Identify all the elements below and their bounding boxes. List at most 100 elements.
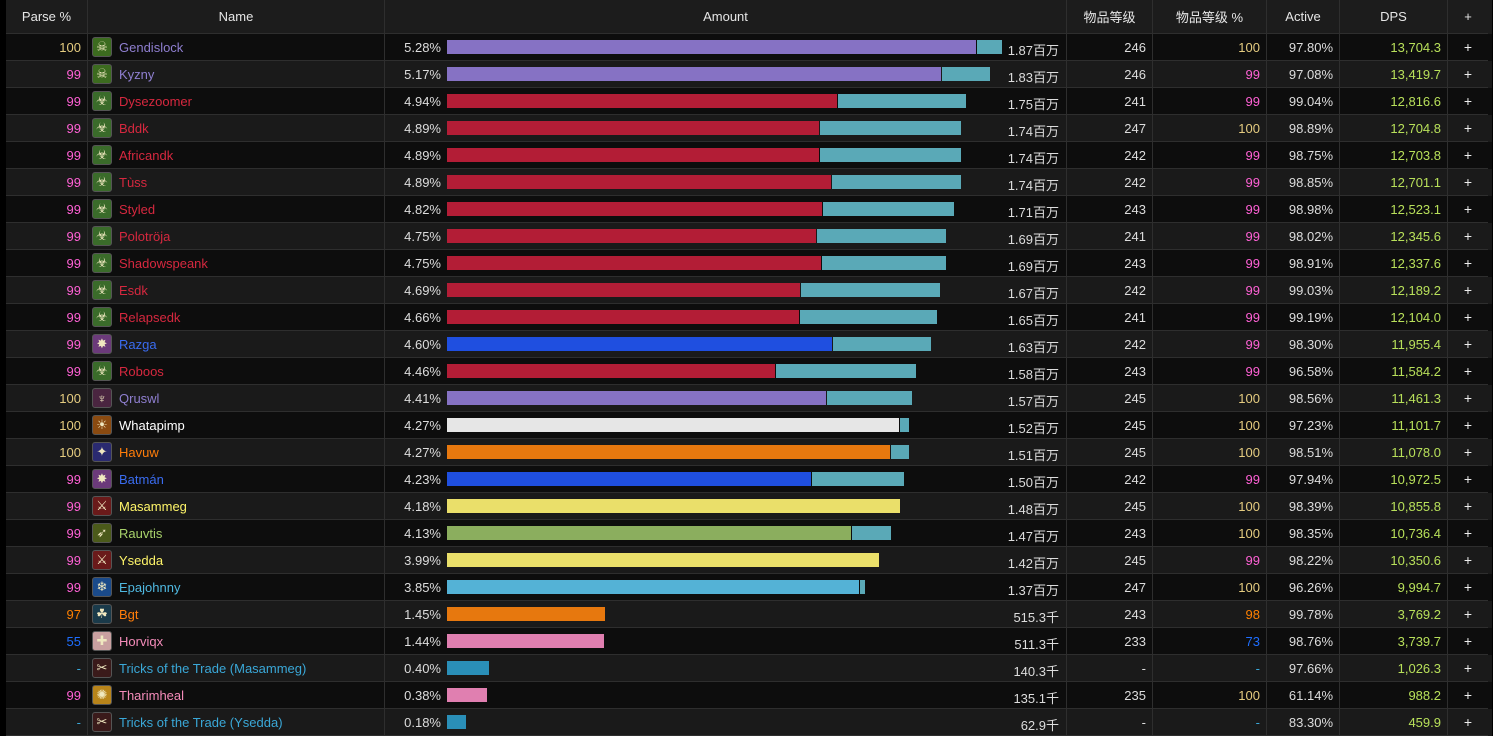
player-name[interactable]: Dysezoomer — [119, 93, 192, 109]
expand-row-button[interactable]: + — [1448, 493, 1488, 520]
table-row[interactable]: 99 ☣ Relapsedk 4.66% 1.65百万 241 99 99.19% 12,104… — [6, 304, 1492, 331]
expand-row-button[interactable]: + — [1448, 466, 1488, 493]
player-name[interactable]: Bddk — [119, 120, 149, 136]
expand-row-button[interactable]: + — [1448, 250, 1488, 277]
expand-row-button[interactable]: + — [1448, 547, 1488, 574]
header-expand-all[interactable]: + — [1448, 0, 1488, 34]
player-cell[interactable]: ☣ Styled — [88, 196, 385, 223]
player-cell[interactable]: ☣ Bddk — [88, 115, 385, 142]
player-cell[interactable]: ✦ Havuw — [88, 439, 385, 466]
player-name[interactable]: Epajohnny — [119, 579, 181, 595]
player-cell[interactable]: ♆ Qruswl — [88, 385, 385, 412]
table-row[interactable]: 100 ✦ Havuw 4.27% 1.51百万 245 100 98.51% 11,078.0… — [6, 439, 1492, 466]
player-cell[interactable]: ✸ Batmán — [88, 466, 385, 493]
table-row[interactable]: 99 ☣ Roboos 4.46% 1.58百万 243 99 96.58% 11,584.2 + — [6, 358, 1492, 385]
table-row[interactable]: 100 ☀ Whatapimp 4.27% 1.52百万 245 100 97.23% 11,1… — [6, 412, 1492, 439]
table-row[interactable]: 99 ✸ Batmán 4.23% 1.50百万 242 99 97.94% 10,972.5 + — [6, 466, 1492, 493]
table-row[interactable]: 99 ⚔ Ysedda 3.99% 1.42百万 245 99 98.22% 10,350.6 + — [6, 547, 1492, 574]
table-row[interactable]: 99 ☣ Shadowspeank 4.75% 1.69百万 243 99 98.91% 12,… — [6, 250, 1492, 277]
table-row[interactable]: 99 ✸ Razga 4.60% 1.63百万 242 99 98.30% 11,955.4 + — [6, 331, 1492, 358]
player-name[interactable]: Styled — [119, 201, 156, 217]
expand-row-button[interactable]: + — [1448, 385, 1488, 412]
table-row[interactable]: 100 ♆ Qruswl 4.41% 1.57百万 245 100 98.56% 11,461.… — [6, 385, 1492, 412]
player-cell[interactable]: ✂ Tricks of the Trade (Masammeg) — [88, 655, 385, 682]
table-row[interactable]: 99 ☣ Tùss 4.89% 1.74百万 242 99 98.85% 12,701.1 + — [6, 169, 1492, 196]
player-cell[interactable]: ☣ Polotröja — [88, 223, 385, 250]
player-name[interactable]: Ysedda — [119, 552, 164, 568]
table-row[interactable]: 99 ☣ Styled 4.82% 1.71百万 243 99 98.98% 12,523.1 + — [6, 196, 1492, 223]
player-cell[interactable]: ☣ Dysezoomer — [88, 88, 385, 115]
header-ilvl-pct[interactable]: 物品等级 % — [1153, 0, 1267, 34]
player-cell[interactable]: ✚ Horviqx — [88, 628, 385, 655]
player-cell[interactable]: ✂ Tricks of the Trade (Ysedda) — [88, 709, 385, 736]
header-dps[interactable]: DPS — [1340, 0, 1448, 34]
player-name[interactable]: Polotröja — [119, 228, 171, 244]
player-cell[interactable]: ✸ Razga — [88, 331, 385, 358]
player-name[interactable]: Tricks of the Trade (Masammeg) — [119, 660, 307, 676]
table-row[interactable]: 99 ☠ Kyzny 5.17% 1.83百万 246 99 97.08% 13,419.7 + — [6, 61, 1492, 88]
expand-row-button[interactable]: + — [1448, 709, 1488, 736]
expand-row-button[interactable]: + — [1448, 88, 1488, 115]
table-row[interactable]: 99 ☣ Bddk 4.89% 1.74百万 247 100 98.89% 12,704.8 + — [6, 115, 1492, 142]
table-row[interactable]: 55 ✚ Horviqx 1.44% 511.3千 233 73 98.76% 3,739.7 + — [6, 628, 1492, 655]
player-name[interactable]: Qruswl — [119, 390, 160, 406]
player-name[interactable]: Rauvtis — [119, 525, 163, 541]
table-row[interactable]: 100 ☠ Gendislock 5.28% 1.87百万 246 100 97.80% 13,… — [6, 34, 1492, 61]
player-cell[interactable]: ⚔ Ysedda — [88, 547, 385, 574]
expand-row-button[interactable]: + — [1448, 61, 1488, 88]
player-cell[interactable]: ⚔ Masammeg — [88, 493, 385, 520]
player-name[interactable]: Shadowspeank — [119, 255, 208, 271]
table-row[interactable]: - ✂ Tricks of the Trade (Ysedda) 0.18% 62.9千… — [6, 709, 1492, 736]
player-cell[interactable]: ☀ Whatapimp — [88, 412, 385, 439]
table-row[interactable]: 97 ☘ Bgt 1.45% 515.3千 243 98 99.78% 3,769.2 + — [6, 601, 1492, 628]
expand-row-button[interactable]: + — [1448, 277, 1488, 304]
player-name[interactable]: Kyzny — [119, 66, 155, 82]
expand-row-button[interactable]: + — [1448, 655, 1488, 682]
player-cell[interactable]: ☣ Shadowspeank — [88, 250, 385, 277]
header-amount[interactable]: Amount — [385, 0, 1067, 34]
expand-row-button[interactable]: + — [1448, 223, 1488, 250]
player-cell[interactable]: ☣ Africandk — [88, 142, 385, 169]
expand-row-button[interactable]: + — [1448, 601, 1488, 628]
player-cell[interactable]: ☣ Roboos — [88, 358, 385, 385]
table-row[interactable]: 99 ❄ Epajohnny 3.85% 1.37百万 247 100 96.26% 9,994… — [6, 574, 1492, 601]
table-row[interactable]: - ✂ Tricks of the Trade (Masammeg) 0.40% 140… — [6, 655, 1492, 682]
player-name[interactable]: Gendislock — [119, 39, 184, 55]
table-row[interactable]: 99 ➶ Rauvtis 4.13% 1.47百万 243 100 98.35% 10,736.… — [6, 520, 1492, 547]
player-cell[interactable]: ☣ Relapsedk — [88, 304, 385, 331]
player-cell[interactable]: ☠ Gendislock — [88, 34, 385, 61]
player-cell[interactable]: ☣ Esdk — [88, 277, 385, 304]
table-row[interactable]: 99 ⚔ Masammeg 4.18% 1.48百万 245 100 98.39% 10,855… — [6, 493, 1492, 520]
player-name[interactable]: Masammeg — [119, 498, 187, 514]
player-name[interactable]: Horviqx — [119, 633, 164, 649]
expand-row-button[interactable]: + — [1448, 331, 1488, 358]
player-cell[interactable]: ➶ Rauvtis — [88, 520, 385, 547]
header-ilvl[interactable]: 物品等级 — [1067, 0, 1153, 34]
expand-row-button[interactable]: + — [1448, 520, 1488, 547]
player-name[interactable]: Relapsedk — [119, 309, 181, 325]
player-cell[interactable]: ❄ Epajohnny — [88, 574, 385, 601]
player-name[interactable]: Africandk — [119, 147, 174, 163]
player-name[interactable]: Roboos — [119, 363, 164, 379]
table-row[interactable]: 99 ☣ Esdk 4.69% 1.67百万 242 99 99.03% 12,189.2 + — [6, 277, 1492, 304]
expand-row-button[interactable]: + — [1448, 412, 1488, 439]
player-name[interactable]: Tricks of the Trade (Ysedda) — [119, 714, 283, 730]
player-cell[interactable]: ☣ Tùss — [88, 169, 385, 196]
expand-row-button[interactable]: + — [1448, 439, 1488, 466]
expand-row-button[interactable]: + — [1448, 358, 1488, 385]
player-cell[interactable]: ☘ Bgt — [88, 601, 385, 628]
player-name[interactable]: Tùss — [119, 174, 148, 190]
player-name[interactable]: Havuw — [119, 444, 159, 460]
header-name[interactable]: Name — [88, 0, 385, 34]
player-name[interactable]: Bgt — [119, 606, 139, 622]
table-row[interactable]: 99 ☣ Polotröja 4.75% 1.69百万 241 99 98.02% 12,345… — [6, 223, 1492, 250]
player-cell[interactable]: ✺ Tharimheal — [88, 682, 385, 709]
table-row[interactable]: 99 ✺ Tharimheal 0.38% 135.1千 235 100 61.14% 988.… — [6, 682, 1492, 709]
header-parse[interactable]: Parse % — [6, 0, 88, 34]
table-row[interactable]: 99 ☣ Africandk 4.89% 1.74百万 242 99 98.75% 12,703… — [6, 142, 1492, 169]
player-name[interactable]: Tharimheal — [119, 687, 185, 703]
player-name[interactable]: Razga — [119, 336, 157, 352]
player-name[interactable]: Batmán — [119, 471, 164, 487]
expand-row-button[interactable]: + — [1448, 34, 1488, 61]
expand-row-button[interactable]: + — [1448, 574, 1488, 601]
